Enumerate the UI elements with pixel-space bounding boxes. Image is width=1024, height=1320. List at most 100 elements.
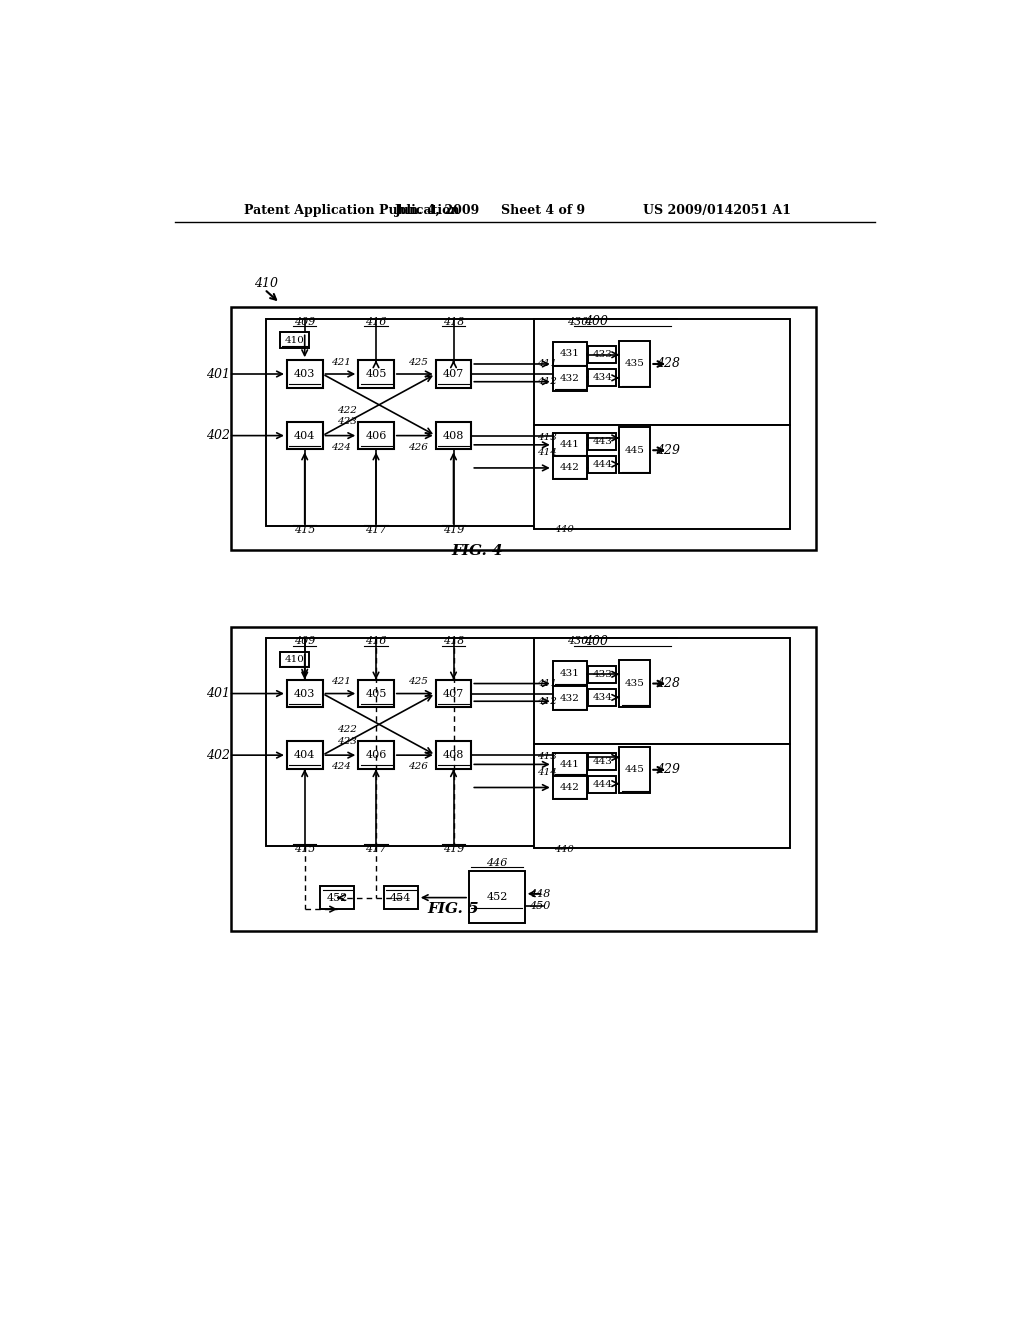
Text: 440: 440: [554, 845, 573, 854]
Text: 424: 424: [331, 442, 351, 451]
Text: 430: 430: [567, 636, 588, 647]
Bar: [620, 747, 650, 793]
Text: 409: 409: [294, 317, 315, 326]
Text: 404: 404: [294, 430, 315, 441]
Text: 422: 422: [337, 725, 357, 734]
Bar: [435, 360, 471, 388]
Text: 429: 429: [656, 444, 680, 457]
Text: 404: 404: [294, 750, 315, 760]
Bar: [535, 425, 790, 529]
Text: 434: 434: [592, 374, 612, 383]
Text: 410: 410: [254, 277, 279, 289]
Text: 445: 445: [625, 446, 645, 454]
Bar: [589, 433, 616, 450]
Text: 407: 407: [442, 689, 464, 698]
Text: 446: 446: [486, 858, 508, 869]
Bar: [287, 422, 323, 449]
Text: 428: 428: [656, 358, 680, 371]
Text: 423: 423: [337, 417, 357, 426]
Bar: [287, 742, 323, 770]
Text: 430: 430: [567, 317, 588, 326]
Bar: [358, 742, 394, 770]
Text: 448: 448: [528, 888, 550, 899]
Text: 431: 431: [560, 350, 580, 359]
Text: 452: 452: [486, 892, 508, 902]
Text: 405: 405: [366, 689, 387, 698]
Bar: [553, 752, 587, 776]
Text: 445: 445: [625, 766, 645, 775]
Text: 428: 428: [656, 677, 680, 690]
Text: 411: 411: [537, 359, 556, 368]
Text: 442: 442: [560, 463, 580, 473]
Bar: [553, 457, 587, 479]
Bar: [358, 680, 394, 708]
Bar: [280, 652, 309, 668]
Text: 417: 417: [366, 843, 387, 854]
Text: Sheet 4 of 9: Sheet 4 of 9: [501, 205, 585, 218]
Text: 406: 406: [366, 430, 387, 441]
Text: 407: 407: [442, 370, 464, 379]
Text: 423: 423: [337, 737, 357, 746]
Bar: [384, 886, 418, 909]
Text: 443: 443: [592, 437, 612, 446]
Text: 419: 419: [442, 843, 464, 854]
Text: 419: 419: [442, 524, 464, 535]
Bar: [589, 752, 616, 770]
Bar: [620, 341, 650, 387]
Text: 434: 434: [592, 693, 612, 702]
Text: 400: 400: [584, 315, 608, 329]
Text: 432: 432: [560, 374, 580, 383]
Text: 450: 450: [528, 902, 550, 911]
Bar: [287, 680, 323, 708]
Text: 403: 403: [294, 370, 315, 379]
Bar: [553, 776, 587, 799]
Text: 443: 443: [592, 756, 612, 766]
Text: Jun. 4, 2009: Jun. 4, 2009: [395, 205, 480, 218]
Text: 441: 441: [560, 441, 580, 449]
Bar: [435, 680, 471, 708]
Text: 406: 406: [366, 750, 387, 760]
Text: 425: 425: [408, 358, 428, 367]
Text: 441: 441: [560, 760, 580, 768]
Bar: [358, 360, 394, 388]
Text: 415: 415: [294, 524, 315, 535]
Text: 414: 414: [537, 447, 556, 457]
Bar: [280, 333, 309, 348]
Text: 410: 410: [285, 655, 304, 664]
Text: 400: 400: [584, 635, 608, 648]
Text: 421: 421: [331, 677, 351, 686]
Text: 444: 444: [592, 461, 612, 470]
Text: 424: 424: [331, 762, 351, 771]
Text: 454: 454: [390, 892, 412, 903]
Bar: [620, 428, 650, 474]
Bar: [231, 627, 816, 931]
Text: 412: 412: [537, 697, 556, 706]
Text: FIG. 5: FIG. 5: [428, 902, 479, 916]
Text: 444: 444: [592, 780, 612, 789]
Text: 405: 405: [366, 370, 387, 379]
Text: 435: 435: [625, 678, 645, 688]
Bar: [589, 776, 616, 793]
Text: 413: 413: [537, 752, 556, 762]
Bar: [589, 689, 616, 706]
Text: 401: 401: [206, 686, 230, 700]
Bar: [435, 422, 471, 449]
Bar: [589, 370, 616, 387]
Bar: [231, 308, 816, 549]
Bar: [553, 686, 587, 710]
Text: 417: 417: [366, 524, 387, 535]
Bar: [535, 744, 790, 849]
Text: 403: 403: [294, 689, 315, 698]
Bar: [358, 422, 394, 449]
Text: 410: 410: [285, 335, 304, 345]
Bar: [620, 660, 650, 706]
Text: 412: 412: [537, 378, 556, 387]
Text: 401: 401: [206, 367, 230, 380]
Text: US 2009/0142051 A1: US 2009/0142051 A1: [643, 205, 791, 218]
Text: 411: 411: [537, 678, 556, 688]
Text: 413: 413: [537, 433, 556, 442]
Text: 429: 429: [656, 763, 680, 776]
Bar: [469, 871, 524, 923]
Text: 433: 433: [592, 350, 612, 359]
Text: 408: 408: [442, 430, 464, 441]
